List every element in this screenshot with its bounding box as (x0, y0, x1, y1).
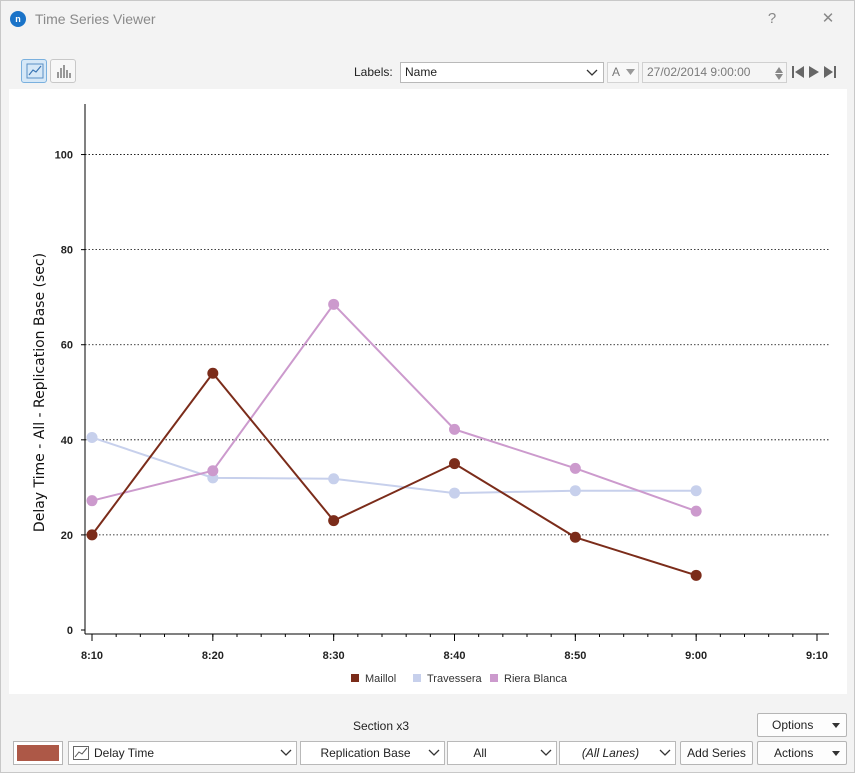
caret-down-icon (832, 723, 840, 728)
y-tick-label: 60 (61, 340, 73, 352)
data-point-riera_blanca (569, 462, 581, 474)
data-point-maillol (328, 515, 340, 527)
spin-up-icon[interactable] (774, 65, 784, 74)
data-point-maillol (690, 569, 702, 581)
x-tick-label: 8:20 (202, 650, 224, 662)
title-bar: n Time Series Viewer ? ✕ (1, 1, 854, 37)
x-tick-label: 9:00 (685, 650, 707, 662)
chevron-down-icon (280, 749, 292, 756)
add-series-button[interactable]: Add Series (680, 741, 753, 765)
series-color-swatch[interactable] (13, 741, 63, 765)
chart-panel: 0 20 40 60 80 100 8:10 8:20 8:30 8:40 8:50 9:00 9:10… (9, 89, 847, 694)
data-point-maillol (569, 531, 581, 543)
chevron-down-icon (428, 749, 440, 756)
section-label: Section x3 (353, 719, 410, 733)
legend-swatch (413, 674, 421, 682)
chevron-down-icon (586, 69, 598, 76)
data-point-travessera (569, 485, 581, 497)
skip-first-icon[interactable] (791, 65, 805, 79)
lanes-select[interactable]: (All Lanes) (559, 741, 676, 765)
skip-last-icon[interactable] (823, 65, 837, 79)
data-point-travessera (690, 485, 702, 497)
x-tick-label: 8:40 (443, 650, 465, 662)
replication-value: Replication Base (320, 746, 411, 760)
data-point-maillol (449, 458, 460, 470)
caret-down-icon (626, 69, 635, 75)
data-point-maillol (207, 367, 219, 379)
series-line-travessera (91, 436, 697, 495)
options-label: Options (772, 718, 814, 732)
app-icon: n (10, 11, 26, 27)
y-tick-label: 20 (61, 530, 73, 542)
line-chart-toggle[interactable] (21, 59, 47, 83)
bar-chart-toggle[interactable] (50, 59, 76, 83)
scope-select[interactable]: All (447, 741, 557, 765)
help-button[interactable]: ? (767, 10, 777, 27)
lanes-value: (All Lanes) (581, 746, 640, 760)
legend-label: Riera Blanca (504, 673, 568, 685)
line-chart-icon (26, 63, 44, 79)
actions-label: Actions (774, 746, 814, 760)
replication-select[interactable]: Replication Base (300, 741, 445, 765)
data-point-travessera (86, 431, 98, 443)
legend-label: Maillol (365, 673, 396, 685)
series-line-riera_blanca (91, 302, 697, 513)
chevron-down-icon (540, 749, 552, 756)
data-point-riera_blanca (86, 495, 98, 507)
x-tick-label: 8:10 (81, 650, 103, 662)
close-button[interactable]: ✕ (821, 10, 835, 27)
data-point-riera_blanca (328, 298, 340, 310)
chevron-down-icon (659, 749, 671, 756)
y-tick-label: 80 (61, 245, 73, 257)
data-point-riera_blanca (207, 465, 219, 477)
caret-down-icon (832, 751, 840, 756)
data-point-riera_blanca (449, 423, 460, 435)
y-tick-label: 100 (55, 150, 73, 162)
datetime-field[interactable]: 27/02/2014 9:00:00 (642, 62, 787, 83)
x-tick-label: 8:30 (323, 650, 345, 662)
series-type-select[interactable]: Delay Time (68, 741, 297, 765)
labels-label: Labels: (354, 65, 393, 79)
labels-select[interactable]: Name (400, 62, 604, 83)
actions-button[interactable]: Actions (757, 741, 847, 765)
window-title: Time Series Viewer (35, 11, 156, 27)
legend-label: Travessera (427, 673, 482, 685)
options-button[interactable]: Options (757, 713, 847, 737)
font-button-label: A (612, 65, 621, 79)
y-axis-title: Delay Time - All - Replication Base (sec… (32, 253, 48, 532)
data-point-maillol (86, 529, 98, 541)
data-point-riera_blanca (690, 505, 702, 517)
y-tick-label: 0 (67, 625, 73, 637)
legend-swatch (490, 674, 498, 682)
labels-select-value: Name (405, 65, 438, 79)
font-button[interactable]: A (607, 62, 639, 83)
bar-chart-icon (57, 65, 71, 78)
series-type-value: Delay Time (94, 746, 155, 760)
scope-value: All (473, 746, 487, 760)
data-point-travessera (328, 473, 340, 485)
datetime-value: 27/02/2014 9:00:00 (647, 65, 751, 79)
legend-swatch (351, 674, 359, 682)
spin-down-icon[interactable] (774, 73, 784, 82)
y-tick-label: 40 (61, 435, 73, 447)
data-point-travessera (449, 487, 460, 499)
line-chart-icon (73, 746, 89, 760)
series-line-maillol (91, 371, 697, 577)
x-tick-label: 8:50 (564, 650, 586, 662)
line-chart: 0 20 40 60 80 100 8:10 8:20 8:30 8:40 8:50 9:00 9:10… (32, 104, 829, 685)
play-icon[interactable] (807, 65, 821, 79)
color-fill (17, 745, 59, 761)
x-tick-label: 9:10 (806, 650, 828, 662)
